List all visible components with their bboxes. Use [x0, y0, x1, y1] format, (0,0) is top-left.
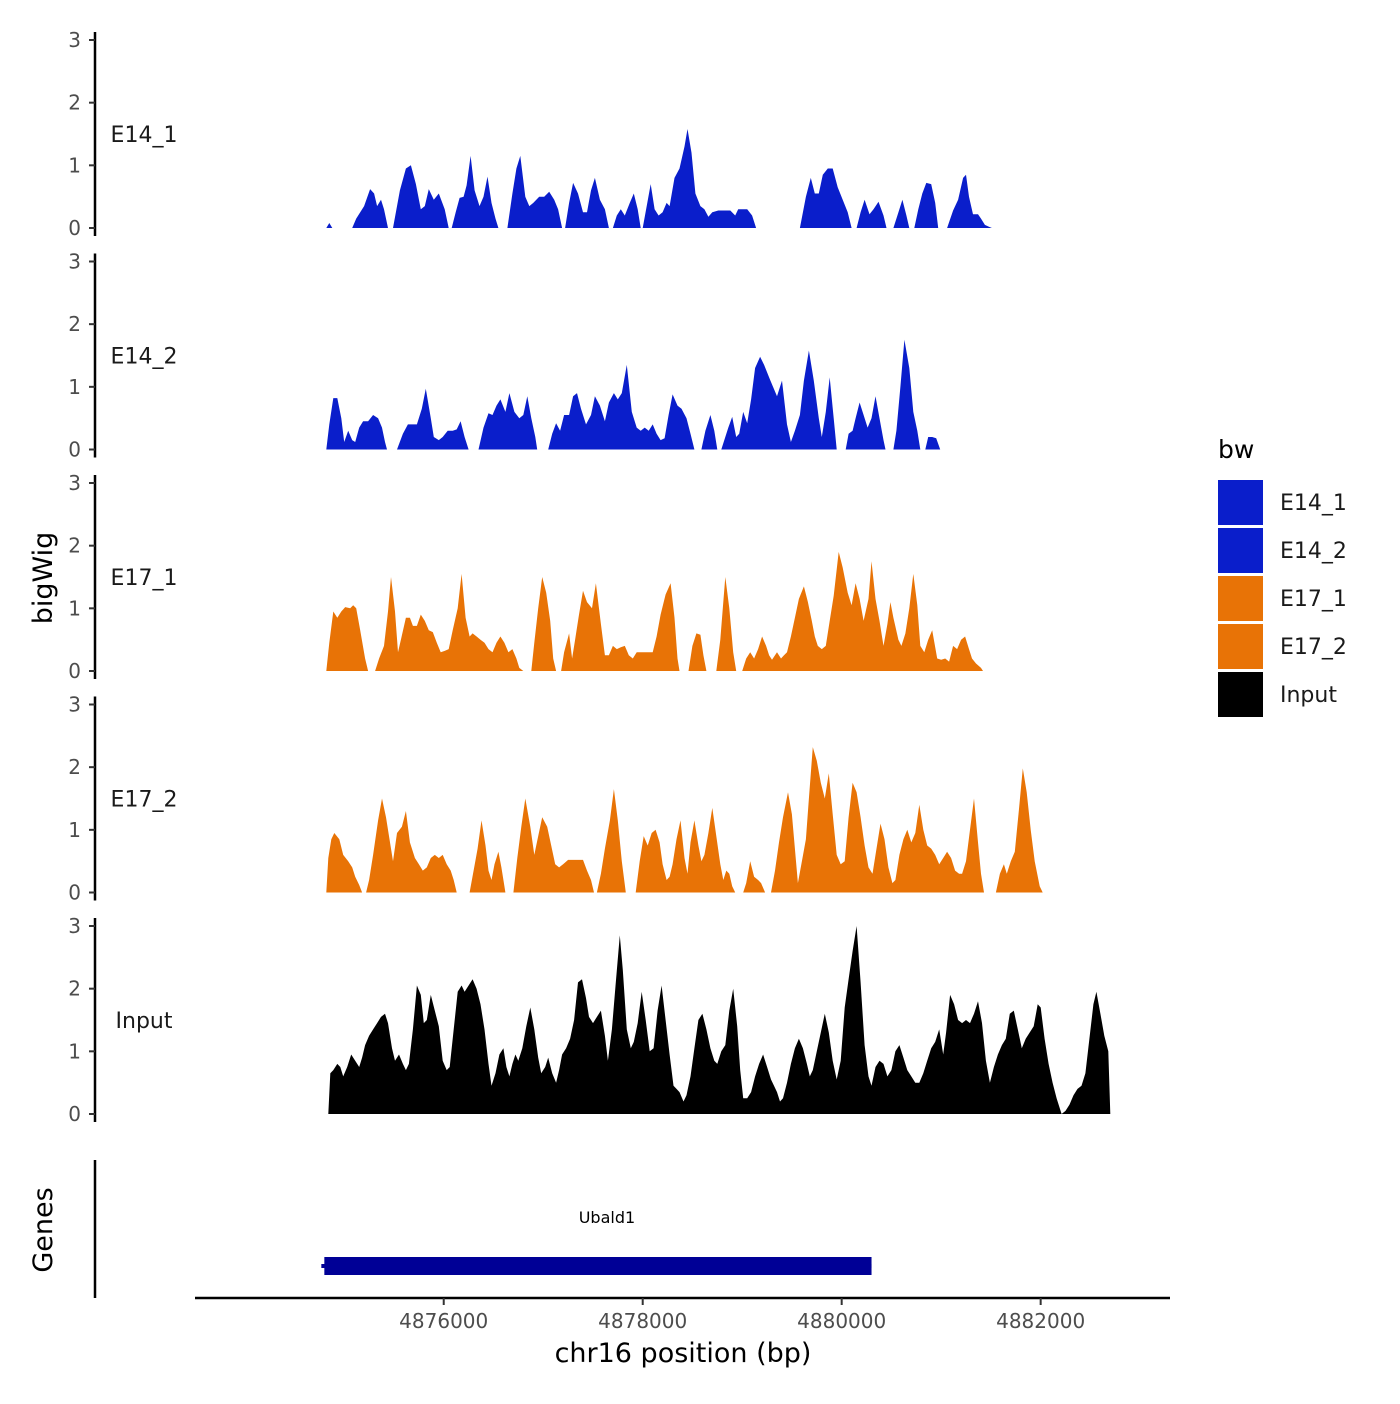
- track-label: E17_2: [111, 788, 178, 813]
- y-tick-label: 0: [68, 438, 81, 462]
- y-tick-label: 0: [68, 881, 81, 905]
- y-tick-label: 0: [68, 216, 81, 240]
- y-tick-label: 3: [68, 914, 81, 938]
- x-axis-title: chr16 position (bp): [555, 1338, 812, 1369]
- legend-label-e17-2: E17_2: [1280, 635, 1347, 660]
- legend-swatch-input: [1218, 672, 1263, 717]
- coverage-area-e14-2: [326, 339, 941, 450]
- legend-label-e14-2: E14_2: [1280, 539, 1347, 564]
- gene-label: Ubald1: [579, 1208, 635, 1227]
- coverage-area-e17-2: [326, 747, 1043, 893]
- track-label: E17_1: [111, 566, 178, 591]
- genes-axis-title: Genes: [28, 1187, 59, 1272]
- coverage-area-e17-1: [326, 551, 983, 671]
- legend-label-input: Input: [1280, 683, 1337, 708]
- track-e14-2: 0 1 2 3 E14_2: [68, 250, 941, 462]
- legend-swatch-e14-1: [1218, 480, 1263, 525]
- y-tick-label: 1: [68, 153, 81, 177]
- genes-track: Ubald1: [93, 1160, 872, 1298]
- y-tick-label: 2: [68, 312, 81, 336]
- legend-label-e14-1: E14_1: [1280, 491, 1347, 516]
- x-tick-label: 4880000: [797, 1309, 886, 1333]
- coverage-area-e14-1: [326, 129, 992, 228]
- y-axis-title: bigWig: [28, 532, 59, 625]
- x-tick-label: 4876000: [399, 1309, 488, 1333]
- y-tick-label: 2: [68, 91, 81, 115]
- track-label: Input: [116, 1009, 173, 1034]
- y-tick-label: 1: [68, 1039, 81, 1063]
- legend-swatch-e17-2: [1218, 624, 1263, 669]
- x-tick-label: 4878000: [598, 1309, 687, 1333]
- x-tick-label: 4882000: [996, 1309, 1085, 1333]
- coverage-area-input: [328, 926, 1111, 1114]
- tracks-layer: 0 1 2 3 E14_1 0 1 2 3 E14_2 0 1 2 3 E17_1 0 1 2 3 E17_2 0 1 2 3…: [68, 28, 1111, 1126]
- legend-label-e17-1: E17_1: [1280, 587, 1347, 612]
- track-e17-2: 0 1 2 3 E17_2: [68, 693, 1043, 905]
- legend: bw E14_1 E14_2 E17_1 E17_2 Input: [1218, 435, 1347, 717]
- legend-swatch-e14-2: [1218, 528, 1263, 573]
- legend-title: bw: [1218, 435, 1254, 464]
- y-tick-label: 3: [68, 250, 81, 274]
- y-tick-label: 3: [68, 28, 81, 52]
- y-tick-label: 1: [68, 375, 81, 399]
- legend-swatch-e17-1: [1218, 576, 1263, 621]
- y-tick-label: 1: [68, 818, 81, 842]
- y-tick-label: 0: [68, 1102, 81, 1126]
- y-tick-label: 0: [68, 659, 81, 683]
- y-tick-label: 3: [68, 471, 81, 495]
- track-e14-1: 0 1 2 3 E14_1: [68, 28, 992, 240]
- track-label: E14_1: [111, 123, 178, 148]
- y-tick-label: 1: [68, 596, 81, 620]
- y-tick-label: 2: [68, 755, 81, 779]
- track-e17-1: 0 1 2 3 E17_1: [68, 471, 983, 683]
- y-tick-label: 2: [68, 977, 81, 1001]
- track-label: E14_2: [111, 345, 178, 370]
- y-tick-label: 2: [68, 534, 81, 558]
- track-input: 0 1 2 3 Input: [68, 914, 1111, 1126]
- y-tick-label: 3: [68, 693, 81, 717]
- x-axis: 4876000 4878000 4880000 4882000: [195, 1296, 1170, 1333]
